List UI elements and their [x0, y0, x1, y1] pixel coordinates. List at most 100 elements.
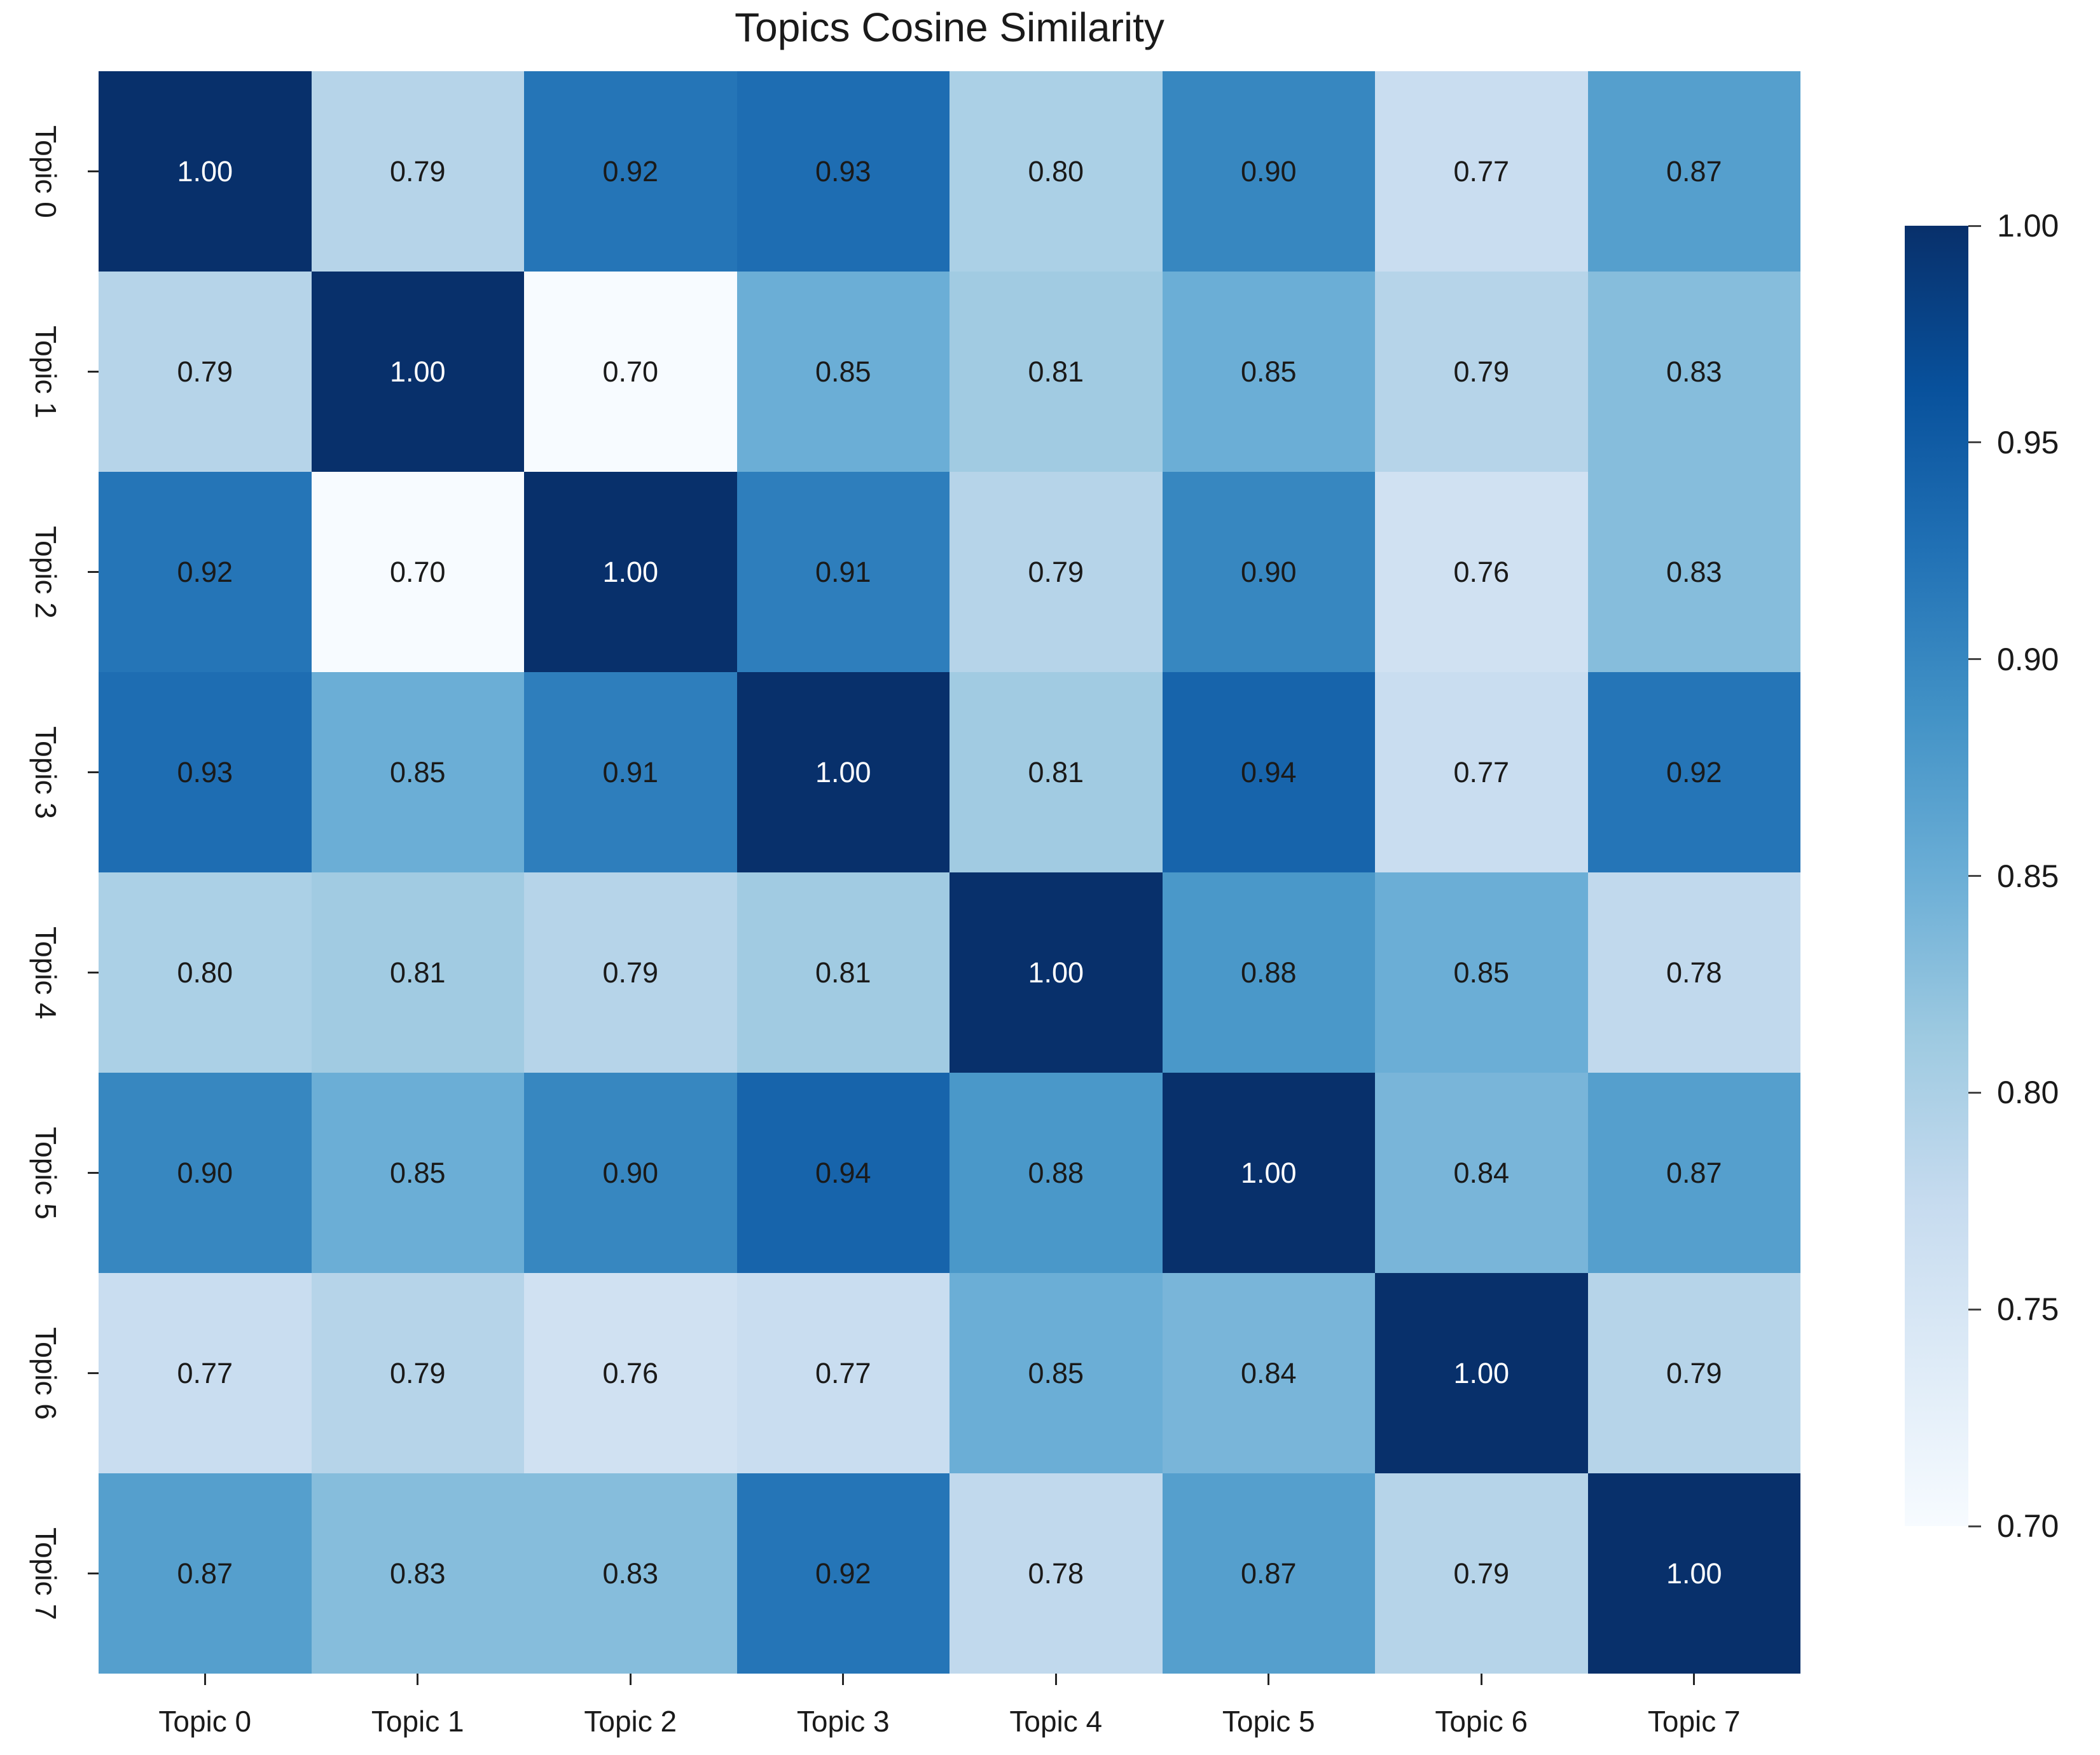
heatmap-cell: 0.91 [524, 672, 737, 872]
y-tick-mark [88, 1573, 99, 1574]
heatmap-cell: 0.76 [524, 1273, 737, 1473]
x-tick-label: Topic 0 [158, 1705, 252, 1738]
y-tick-label: Topic 4 [29, 926, 62, 1019]
heatmap-cell: 0.79 [1375, 1473, 1588, 1674]
x-tick-mark [1480, 1674, 1482, 1685]
heatmap-cell: 0.79 [1375, 272, 1588, 472]
heatmap-cell: 0.88 [950, 1073, 1163, 1273]
heatmap-cell: 0.87 [99, 1473, 312, 1674]
y-tick-label: Topic 0 [29, 125, 62, 218]
y-tick-mark [88, 371, 99, 373]
heatmap-cell: 0.90 [1162, 71, 1375, 272]
x-tick-label: Topic 7 [1647, 1705, 1741, 1738]
x-tick-mark [1268, 1674, 1270, 1685]
heatmap-cell: 1.00 [311, 272, 524, 472]
heatmap-cell: 0.83 [1587, 472, 1800, 672]
heatmap-cell: 0.77 [1375, 71, 1588, 272]
heatmap-cell: 0.79 [1587, 1273, 1800, 1473]
heatmap-cell: 0.77 [1375, 672, 1588, 872]
heatmap-cell: 0.85 [1162, 272, 1375, 472]
colorbar-tick-mark [1968, 1308, 1981, 1311]
heatmap-cell: 0.80 [950, 71, 1163, 272]
heatmap-cell: 0.79 [950, 472, 1163, 672]
y-tick-label: Topic 7 [29, 1527, 62, 1620]
y-tick-mark [88, 571, 99, 573]
x-tick-label: Topic 1 [371, 1705, 464, 1738]
x-tick-label: Topic 5 [1222, 1705, 1315, 1738]
colorbar-tick-mark [1968, 441, 1981, 444]
heatmap-cell: 1.00 [1375, 1273, 1588, 1473]
heatmap-cell: 0.70 [524, 272, 737, 472]
heatmap-cell: 0.81 [950, 672, 1163, 872]
heatmap-cell: 1.00 [524, 472, 737, 672]
colorbar-tick-label: 0.75 [1997, 1291, 2059, 1328]
colorbar-tick-label: 0.90 [1997, 641, 2059, 677]
x-tick-label: Topic 3 [796, 1705, 890, 1738]
heatmap-cell: 0.81 [950, 272, 1163, 472]
y-tick-mark [88, 170, 99, 172]
y-tick-label: Topic 5 [29, 1126, 62, 1220]
x-tick-label: Topic 6 [1435, 1705, 1528, 1738]
heatmap-cell: 1.00 [1162, 1073, 1375, 1273]
heatmap-cell: 0.70 [311, 472, 524, 672]
heatmap-cell: 0.79 [311, 71, 524, 272]
heatmap-cell: 0.79 [524, 872, 737, 1073]
heatmap-cell: 0.81 [736, 872, 950, 1073]
x-tick-mark [1693, 1674, 1696, 1685]
heatmap-cell: 0.94 [1162, 672, 1375, 872]
colorbar-tick-mark [1968, 224, 1981, 227]
heatmap-cell: 0.85 [311, 672, 524, 872]
heatmap-cell: 0.87 [1162, 1473, 1375, 1674]
heatmap-cell: 0.92 [736, 1473, 950, 1674]
heatmap-cell: 0.87 [1587, 1073, 1800, 1273]
heatmap-cell: 0.83 [524, 1473, 737, 1674]
colorbar-tick-mark [1968, 1091, 1981, 1094]
heatmap-cell: 0.81 [311, 872, 524, 1073]
colorbar-tick-label: 0.70 [1997, 1508, 2059, 1544]
heatmap-cell: 0.84 [1375, 1073, 1588, 1273]
y-tick-label: Topic 1 [29, 325, 62, 418]
x-tick-mark [204, 1674, 206, 1685]
y-tick-label: Topic 3 [29, 726, 62, 819]
heatmap-cell: 0.87 [1587, 71, 1800, 272]
heatmap-cell: 0.78 [950, 1473, 1163, 1674]
colorbar-tick-mark [1968, 658, 1981, 661]
heatmap-cell: 0.78 [1587, 872, 1800, 1073]
y-tick-label: Topic 2 [29, 525, 62, 619]
heatmap-cell: 0.92 [1587, 672, 1800, 872]
x-tick-mark [629, 1674, 632, 1685]
heatmap-cell: 0.79 [311, 1273, 524, 1473]
heatmap-cell: 1.00 [950, 872, 1163, 1073]
y-tick-mark [88, 1372, 99, 1374]
heatmap-cell: 0.77 [736, 1273, 950, 1473]
x-tick-label: Topic 4 [1009, 1705, 1103, 1738]
heatmap-cell: 0.79 [99, 272, 312, 472]
heatmap-cell: 0.80 [99, 872, 312, 1073]
heatmap-cell: 0.85 [311, 1073, 524, 1273]
y-tick-mark [88, 972, 99, 974]
heatmap-grid: 1.00 0.79 0.92 0.93 0.80 0.90 0.77 0.87 0.79 1.00… [99, 71, 1800, 1674]
heatmap-cell: 0.90 [1162, 472, 1375, 672]
heatmap-cell: 0.83 [1587, 272, 1800, 472]
colorbar-tick-mark [1968, 875, 1981, 877]
heatmap-cell: 0.93 [99, 672, 312, 872]
colorbar [1905, 226, 1968, 1526]
heatmap-cell: 0.90 [99, 1073, 312, 1273]
heatmap-cell: 0.76 [1375, 472, 1588, 672]
heatmap-cell: 0.83 [311, 1473, 524, 1674]
heatmap-cell: 0.85 [736, 272, 950, 472]
heatmap-cell: 0.88 [1162, 872, 1375, 1073]
heatmap-cell: 0.85 [950, 1273, 1163, 1473]
y-tick-mark [88, 771, 99, 773]
colorbar-tick-label: 0.80 [1997, 1075, 2059, 1111]
heatmap-cell: 0.77 [99, 1273, 312, 1473]
x-tick-mark [417, 1674, 419, 1685]
heatmap-cell: 1.00 [736, 672, 950, 872]
x-tick-label: Topic 2 [584, 1705, 677, 1738]
y-tick-label: Topic 6 [29, 1326, 62, 1420]
heatmap-cell: 0.91 [736, 472, 950, 672]
heatmap-cell: 0.92 [524, 71, 737, 272]
heatmap-cell: 1.00 [99, 71, 312, 272]
heatmap-cell: 1.00 [1587, 1473, 1800, 1674]
